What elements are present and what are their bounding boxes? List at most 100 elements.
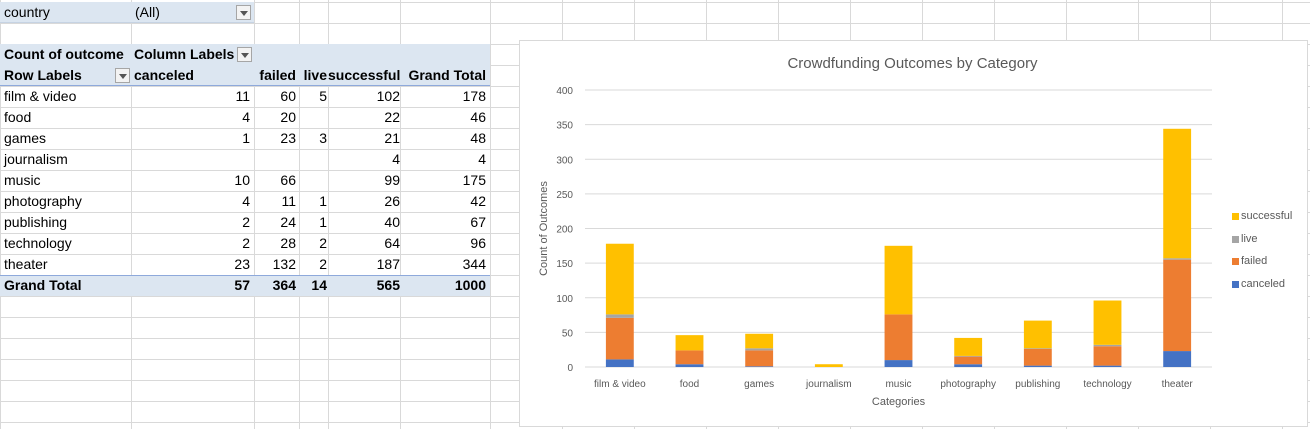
bar-canceled[interactable]	[954, 364, 983, 367]
cell-canceled: 23	[234, 256, 250, 272]
filter-label: country	[4, 4, 50, 20]
x-axis-title: Categories	[872, 396, 926, 408]
legend-swatch	[1232, 235, 1239, 243]
cell-live: 5	[319, 88, 327, 104]
row-label: theater	[4, 256, 48, 272]
cell-total: 42	[470, 193, 486, 209]
cell-live: 2	[319, 256, 327, 272]
bar-failed[interactable]	[745, 350, 774, 367]
cell-successful: 102	[376, 88, 400, 104]
bar-successful[interactable]	[1093, 300, 1122, 345]
row-labels-header: Row Labels	[4, 67, 82, 83]
legend-item-live[interactable]: live	[1232, 232, 1258, 246]
bar-live[interactable]	[954, 355, 983, 357]
cell-canceled: 2	[242, 235, 250, 251]
legend-item-canceled[interactable]: canceled	[1232, 277, 1286, 291]
bar-successful[interactable]	[884, 245, 913, 315]
y-tick-label: 300	[556, 155, 573, 166]
bar-failed[interactable]	[1163, 259, 1192, 352]
cell-failed: 28	[280, 235, 296, 251]
filter-dropdown-icon[interactable]	[236, 5, 251, 20]
row-label: journalism	[4, 151, 68, 167]
cell-successful: 187	[376, 256, 400, 272]
chart-title: Crowdfunding Outcomes by Category	[787, 55, 1038, 72]
col-header-live: live	[303, 67, 327, 83]
row-label: music	[4, 172, 41, 188]
bar-successful[interactable]	[954, 337, 983, 356]
x-tick-label: publishing	[1015, 379, 1060, 390]
bar-failed[interactable]	[1093, 346, 1122, 366]
row-labels-dropdown-icon[interactable]	[115, 68, 130, 83]
legend-swatch	[1232, 213, 1239, 220]
column-labels-dropdown-icon[interactable]	[237, 47, 252, 62]
bar-successful[interactable]	[1163, 128, 1192, 259]
cell-live: 1	[319, 214, 327, 230]
bar-live[interactable]	[1023, 348, 1052, 349]
bar-canceled[interactable]	[1023, 365, 1052, 367]
bar-canceled[interactable]	[745, 366, 774, 367]
bar-canceled[interactable]	[1163, 351, 1192, 367]
bar-successful[interactable]	[814, 364, 843, 367]
bar-live[interactable]	[1093, 344, 1122, 347]
bar-failed[interactable]	[884, 314, 913, 361]
bar-canceled[interactable]	[605, 359, 634, 367]
cell-canceled: 10	[234, 172, 250, 188]
grand-total-label: Grand Total	[4, 277, 82, 293]
cell-total: 344	[462, 256, 486, 272]
filter-field-value[interactable]: (All)	[131, 2, 254, 23]
cell-total: 46	[470, 109, 486, 125]
bar-canceled[interactable]	[675, 364, 704, 367]
bar-successful[interactable]	[745, 333, 774, 349]
measure-label: Count of outcome	[4, 46, 124, 62]
column-labels-header: Column Labels	[134, 46, 235, 62]
y-tick-label: 100	[556, 294, 573, 305]
bar-live[interactable]	[1163, 258, 1192, 260]
y-tick-label: 50	[562, 328, 574, 339]
grand-total-failed: 364	[272, 277, 296, 293]
cell-canceled: 1	[242, 130, 250, 146]
row-label: technology	[4, 235, 72, 251]
cell-canceled: 4	[242, 193, 250, 209]
y-tick-label: 250	[556, 190, 573, 201]
x-tick-label: film & video	[594, 379, 646, 390]
bar-canceled[interactable]	[1093, 365, 1122, 367]
row-label: publishing	[4, 214, 68, 230]
bar-failed[interactable]	[675, 350, 704, 365]
bar-live[interactable]	[745, 348, 774, 351]
cell-total: 175	[462, 172, 486, 188]
bar-successful[interactable]	[605, 243, 634, 315]
grand-total-live: 14	[311, 277, 327, 293]
grand-total-row	[0, 275, 490, 296]
bar-failed[interactable]	[1023, 348, 1052, 366]
bar-failed[interactable]	[954, 356, 983, 365]
x-tick-label: games	[744, 379, 774, 390]
bar-successful[interactable]	[1023, 320, 1052, 349]
legend-item-successful[interactable]: successful	[1232, 209, 1293, 223]
grand-total-canceled: 57	[234, 277, 250, 293]
cell-successful: 4	[392, 151, 400, 167]
cell-live: 1	[319, 193, 327, 209]
cell-total: 96	[470, 235, 486, 251]
bar-canceled[interactable]	[884, 360, 913, 367]
cell-failed: 24	[280, 214, 296, 230]
chart-plot: Crowdfunding Outcomes by Category 0 50 100 1…	[538, 55, 1212, 408]
grand-total-total: 1000	[454, 277, 486, 293]
cell-total: 4	[478, 151, 486, 167]
bar-successful[interactable]	[675, 335, 704, 351]
filter-field-label: country	[0, 2, 131, 23]
stacked-bar-chart[interactable]: Crowdfunding Outcomes by Category 0 50 100 1…	[519, 40, 1308, 427]
cell-successful: 22	[384, 109, 400, 125]
row-label: photography	[4, 193, 82, 209]
cell-total: 67	[470, 214, 486, 230]
legend-item-failed[interactable]: failed	[1232, 254, 1267, 268]
cell-successful: 40	[384, 214, 400, 230]
bar-live[interactable]	[605, 314, 634, 318]
legend-label: successful	[1241, 210, 1293, 222]
legend-label: canceled	[1241, 277, 1286, 290]
x-tick-label: photography	[940, 379, 996, 390]
cell-successful: 64	[384, 235, 400, 251]
bar-failed[interactable]	[605, 317, 634, 360]
x-tick-label: technology	[1083, 379, 1131, 390]
cell-canceled: 4	[242, 109, 250, 125]
x-tick-label: theater	[1162, 379, 1194, 390]
